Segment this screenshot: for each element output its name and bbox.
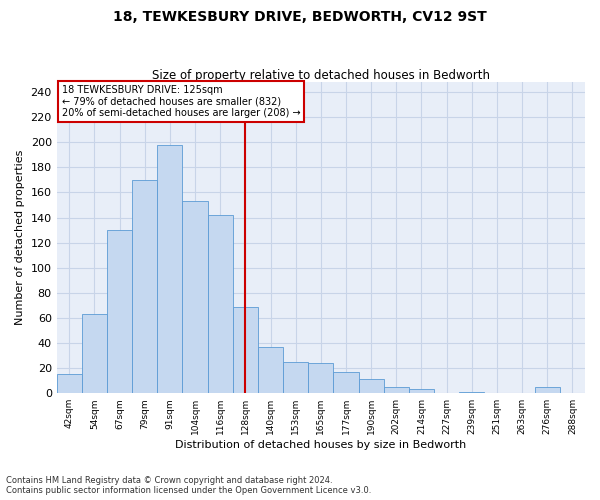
Bar — [384, 387, 409, 393]
Bar — [107, 230, 132, 393]
Y-axis label: Number of detached properties: Number of detached properties — [15, 150, 25, 326]
Bar — [258, 347, 283, 393]
Bar — [459, 392, 484, 393]
Bar — [157, 144, 182, 393]
Bar — [535, 387, 560, 393]
Bar — [409, 390, 434, 393]
Text: Contains HM Land Registry data © Crown copyright and database right 2024.
Contai: Contains HM Land Registry data © Crown c… — [6, 476, 371, 495]
Text: 18 TEWKESBURY DRIVE: 125sqm
← 79% of detached houses are smaller (832)
20% of se: 18 TEWKESBURY DRIVE: 125sqm ← 79% of det… — [62, 85, 301, 118]
X-axis label: Distribution of detached houses by size in Bedworth: Distribution of detached houses by size … — [175, 440, 466, 450]
Bar — [308, 363, 334, 393]
Bar — [208, 215, 233, 393]
Title: Size of property relative to detached houses in Bedworth: Size of property relative to detached ho… — [152, 69, 490, 82]
Text: 18, TEWKESBURY DRIVE, BEDWORTH, CV12 9ST: 18, TEWKESBURY DRIVE, BEDWORTH, CV12 9ST — [113, 10, 487, 24]
Bar — [182, 201, 208, 393]
Bar — [334, 372, 359, 393]
Bar — [56, 374, 82, 393]
Bar — [132, 180, 157, 393]
Bar — [82, 314, 107, 393]
Bar — [359, 380, 384, 393]
Bar — [283, 362, 308, 393]
Bar — [233, 306, 258, 393]
